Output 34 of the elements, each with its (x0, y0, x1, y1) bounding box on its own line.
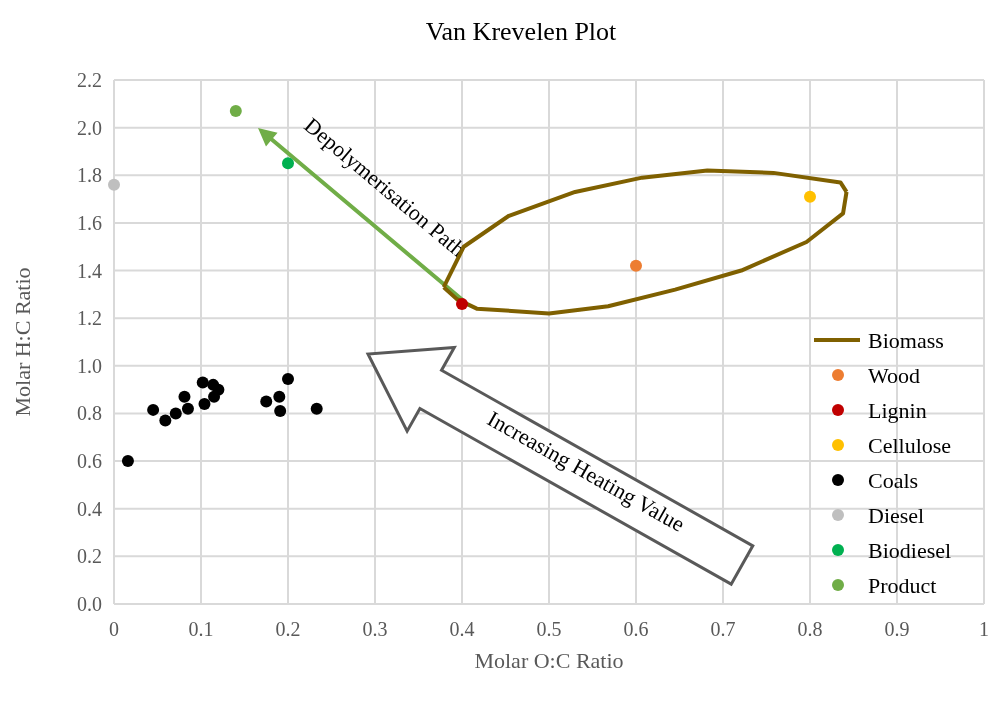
x-tick-label: 0.4 (449, 618, 475, 640)
y-tick-label: 0.4 (77, 497, 102, 520)
y-tick-label: 1.4 (77, 259, 102, 282)
x-tick-label: 0.7 (710, 618, 736, 640)
x-axis-title: Molar O:C Ratio (474, 648, 624, 673)
x-tick-label: 0.2 (275, 618, 301, 640)
legend-label: Cellulose (868, 433, 952, 458)
legend-label: Coals (868, 468, 919, 493)
y-axis-title: Molar H:C Ratio (10, 267, 35, 417)
y-tick-label: 2.0 (77, 116, 102, 139)
y-tick-label: 0.2 (77, 545, 102, 568)
y-tick-label: 2.2 (77, 69, 102, 91)
x-tick-label: 0.1 (188, 618, 214, 640)
x-tick-label: 0.9 (884, 618, 910, 640)
legend-label: Product (868, 573, 937, 598)
legend-label: Wood (868, 363, 921, 388)
y-tick-label: 0.6 (77, 450, 102, 473)
x-tick-label: 0.6 (623, 618, 649, 640)
x-tick-label: 0.8 (797, 618, 823, 640)
x-tick-label: 0 (109, 618, 119, 640)
y-tick-label: 0.0 (77, 593, 102, 615)
y-tick-label: 1.0 (77, 354, 102, 377)
y-tick-label: 1.6 (77, 211, 102, 234)
x-tick-label: 0.5 (536, 618, 562, 640)
y-tick-label: 0.8 (77, 402, 102, 425)
legend-label: Biodiesel (868, 538, 952, 563)
x-tick-label: 0.3 (362, 618, 388, 640)
x-tick-label: 1 (979, 618, 989, 640)
chart-title: Van Krevelen Plot (425, 17, 618, 46)
legend-label: Lignin (868, 398, 927, 423)
y-tick-label: 1.2 (77, 307, 102, 330)
y-tick-label: 1.8 (77, 164, 102, 187)
legend-label: Diesel (868, 503, 925, 528)
legend-label: Biomass (868, 328, 944, 353)
